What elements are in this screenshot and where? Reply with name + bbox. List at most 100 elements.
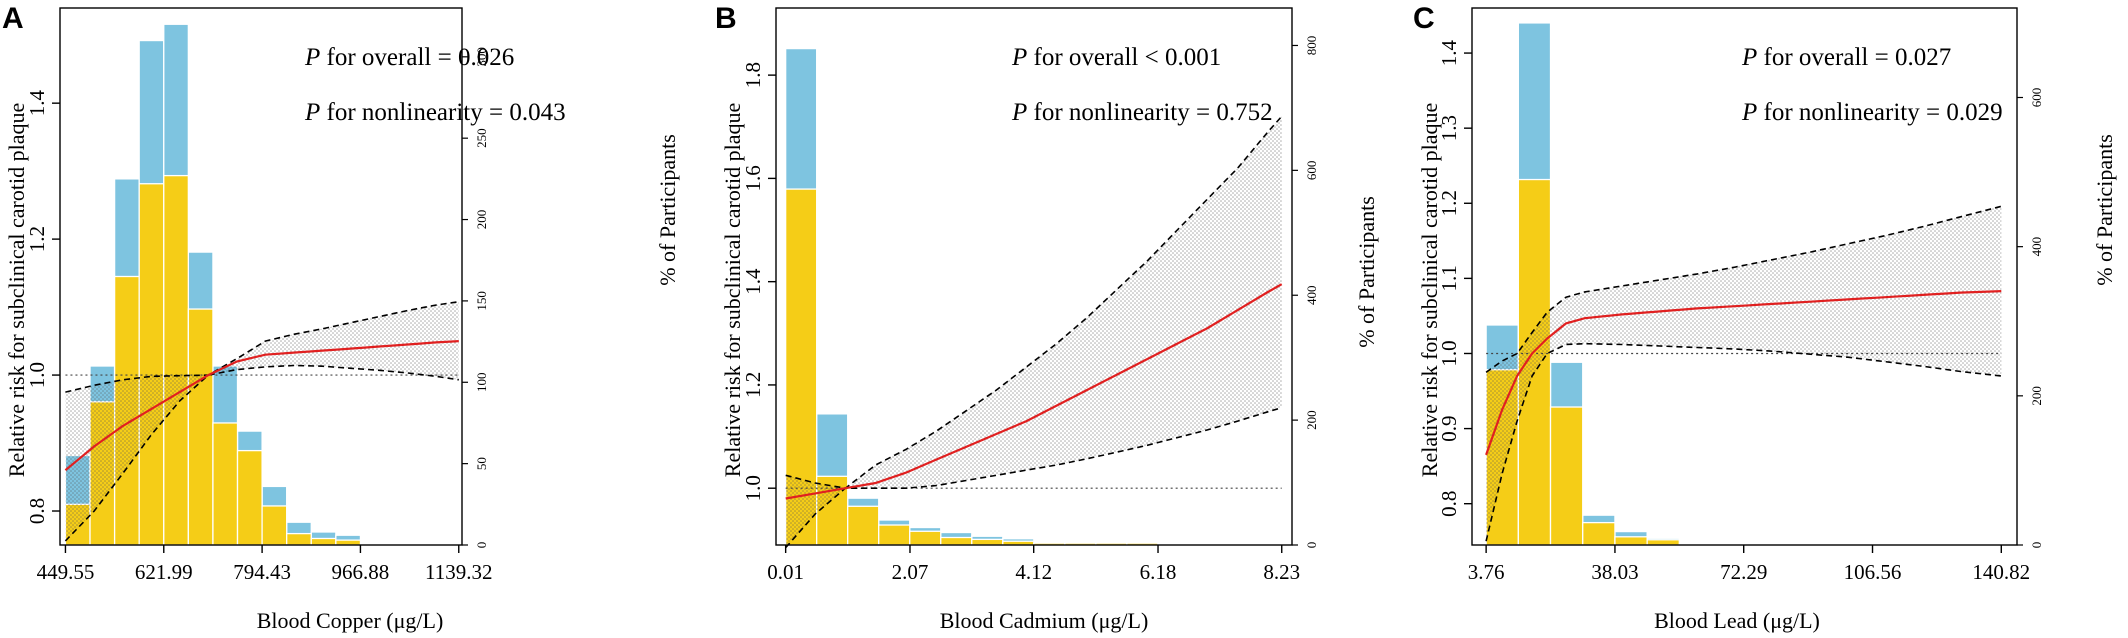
x-axis-label: Blood Cadmium (μg/L) [940, 608, 1149, 633]
x-tick-label: 2.07 [892, 560, 929, 584]
panel-label: A [2, 2, 24, 35]
y-tick-label: 1.0 [741, 475, 765, 501]
y-axis-label: Relative risk for subclinical carotid pl… [4, 103, 29, 477]
x-tick-label: 1139.32 [425, 560, 492, 584]
plot-frame [59, 7, 463, 546]
x-tick-label: 4.12 [1015, 560, 1052, 584]
x-tick-label: 38.03 [1591, 560, 1638, 584]
right-y-tick-label: 200 [1304, 410, 1319, 430]
x-tick-label: 8.23 [1263, 560, 1300, 584]
histogram-bar-yellow [1614, 536, 1648, 546]
x-axis-label: Blood Lead (μg/L) [1654, 608, 1820, 633]
right-y-axis-label: % of Participants [655, 134, 680, 286]
confidence-band [1486, 206, 2002, 542]
y-tick-label: 1.4 [25, 90, 49, 117]
x-tick-label: 0.01 [767, 560, 804, 584]
x-tick-label: 6.18 [1140, 560, 1177, 584]
spline-curve [64, 340, 459, 472]
ci-upper-line [1485, 205, 2002, 373]
confidence-band [65, 301, 459, 541]
confidence-band [785, 116, 1282, 548]
y-tick-label: 1.4 [1437, 39, 1461, 66]
y-tick-label: 0.8 [1437, 491, 1461, 517]
right-y-tick-label: 200 [474, 210, 489, 230]
y-tick-label: 1.4 [741, 268, 765, 295]
p-nonlinearity-annotation: P for nonlinearity = 0.029 [1741, 99, 2003, 126]
histogram-bar-yellow [971, 538, 1004, 546]
right-y-tick-label: 300 [474, 47, 489, 66]
p-symbol: P [304, 44, 320, 71]
plot-layer: 3.76 38.03 72.29 106.56 140.82 0.8 0.9 1.0 1.1 1.… [1437, 7, 2044, 584]
histogram-bar-yellow [310, 537, 337, 546]
x-tick-label: 72.29 [1720, 560, 1767, 584]
panel-c: C 3.76 38.03 72.29 106.56 140.82 0.8 0.9 1.0 1.1… [1413, 2, 2117, 633]
p-nonlinearity-text: for nonlinearity = 0.752 [1027, 99, 1272, 126]
ci-lower-line [1485, 342, 2002, 542]
x-tick-label: 3.76 [1468, 560, 1505, 584]
plot-layer: 449.55 621.99 794.43 966.88 1139.32 0.8 1.0 1.2… [25, 7, 493, 584]
right-y-tick-label: 400 [2029, 237, 2044, 257]
right-y-tick-label: 0 [474, 542, 489, 549]
ci-upper-line [785, 115, 1283, 490]
panel-label: C [1413, 2, 1435, 35]
right-y-tick-label: 600 [1304, 161, 1319, 181]
spline-curve [1485, 290, 2002, 456]
histogram-bar-yellow [878, 524, 911, 546]
right-y-tick-label: 0 [2029, 542, 2044, 549]
y-tick-label: 1.6 [741, 165, 765, 191]
histogram-bar-yellow [335, 539, 362, 546]
right-y-tick-label: 100 [474, 373, 489, 393]
y-tick-label: 1.0 [25, 362, 49, 388]
histogram-bar-yellow [261, 505, 288, 546]
y-axis-label: Relative risk for subclinical carotid pl… [1417, 103, 1442, 477]
right-y-tick-label: 250 [474, 128, 489, 148]
right-y-axis-label: % of Participants [1354, 196, 1379, 348]
x-tick-label: 794.43 [233, 560, 291, 584]
right-y-tick-label: 50 [474, 457, 489, 470]
p-overall-text: for overall < 0.001 [1027, 44, 1221, 71]
p-overall-text: for overall = 0.027 [1757, 44, 1951, 71]
histogram-bar-yellow [1646, 539, 1680, 546]
p-symbol: P [1741, 44, 1757, 71]
ci-upper-line [65, 300, 459, 393]
right-y-tick-label: 600 [2029, 88, 2044, 108]
p-symbol: P [1741, 99, 1757, 126]
y-axis-label: Relative risk for subclinical carotid pl… [720, 103, 745, 477]
histogram-bar-yellow [847, 505, 880, 546]
y-tick-label: 1.2 [25, 226, 49, 252]
y-tick-label: 0.8 [25, 498, 49, 524]
histogram-bar-yellow [187, 308, 214, 546]
ci-lower-line [785, 406, 1282, 549]
y-tick-label: 1.1 [1437, 265, 1461, 291]
y-tick-label: 1.2 [741, 372, 765, 398]
plot-frame [1471, 7, 2018, 546]
right-y-tick-label: 400 [1304, 285, 1319, 305]
panel-label: B [715, 2, 737, 35]
right-y-tick-label: 800 [1304, 36, 1319, 56]
p-symbol: P [1011, 44, 1027, 71]
x-tick-label: 966.88 [332, 560, 390, 584]
histogram-bar-yellow [286, 532, 312, 546]
x-tick-label: 449.55 [37, 560, 95, 584]
p-nonlinearity-text: for nonlinearity = 0.043 [320, 99, 565, 126]
histogram-bar-yellow [138, 183, 165, 546]
panel-b: B 0.01 2.07 4.12 6.18 8.23 1.0 1.2 1.4 1.6 1.8 0 20… [715, 2, 1379, 633]
right-y-tick-label: 0 [1304, 542, 1319, 549]
spline-curve [785, 283, 1283, 500]
histogram-bar-yellow [236, 449, 263, 546]
y-tick-label: 0.9 [1437, 415, 1461, 441]
panel-a: A 449.55 621.99 794.43 966.88 1139.32 0.8 1.0 1… [2, 2, 680, 633]
histogram-bar-yellow [940, 536, 973, 546]
histogram-bar-yellow [1549, 406, 1584, 546]
right-y-tick-label: 200 [2029, 386, 2044, 406]
histogram-bar-yellow [909, 530, 942, 546]
right-y-tick-label: 150 [474, 291, 489, 311]
x-tick-label: 621.99 [135, 560, 193, 584]
plot-layer: 0.01 2.07 4.12 6.18 8.23 1.0 1.2 1.4 1.6 1.8 0 200 4… [741, 7, 1319, 584]
p-nonlinearity-annotation: P for nonlinearity = 0.043 [304, 99, 566, 126]
y-tick-label: 1.8 [741, 62, 765, 88]
y-tick-label: 1.3 [1437, 115, 1461, 141]
x-tick-label: 140.82 [1972, 560, 2030, 584]
p-symbol: P [304, 99, 320, 126]
